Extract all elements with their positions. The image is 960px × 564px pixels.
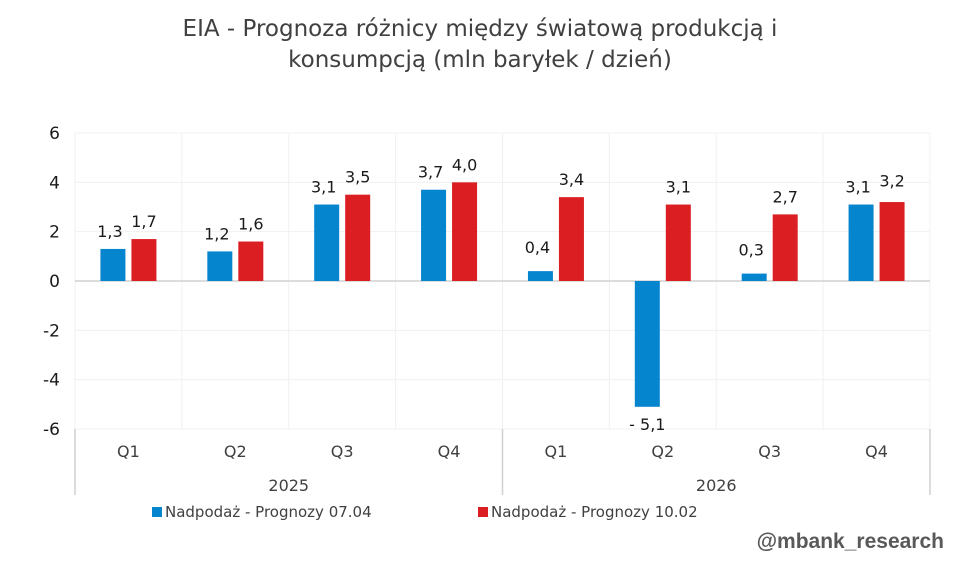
data-label: 1,7 — [131, 212, 156, 231]
data-label: 1,6 — [238, 215, 263, 234]
x-tick-label: Q2 — [651, 442, 674, 461]
y-tick-label: 4 — [49, 173, 60, 193]
bar-series-1 — [421, 189, 447, 281]
legend-item-series-2: Nadpodaż - Prognozy 10.02 — [478, 503, 698, 521]
legend-swatch-series-2 — [478, 507, 488, 517]
bar-series-1 — [100, 248, 126, 281]
x-tick-label: Q3 — [331, 442, 354, 461]
y-tick-label: -2 — [43, 321, 60, 341]
data-label: 3,1 — [845, 178, 870, 197]
chart-title-line-1: EIA - Prognoza różnicy między światową p… — [182, 16, 778, 42]
data-label: - 5,1 — [629, 415, 665, 434]
data-label: 3,2 — [879, 172, 904, 191]
x-group-label: 2025 — [268, 476, 309, 495]
bar-series-1 — [527, 271, 553, 281]
legend-label-series-2: Nadpodaż - Prognozy 10.02 — [491, 503, 698, 521]
x-tick-label: Q4 — [865, 442, 888, 461]
legend-swatch-series-1 — [152, 507, 162, 517]
data-label: 3,5 — [345, 168, 370, 187]
legend-label-series-1: Nadpodaż - Prognozy 07.04 — [165, 503, 372, 521]
bar-series-2 — [665, 204, 691, 281]
data-label: 3,1 — [666, 178, 691, 197]
data-label: 0,4 — [525, 238, 550, 257]
y-tick-label: 0 — [49, 272, 60, 292]
bar-series-2 — [879, 202, 905, 281]
data-label: 4,0 — [452, 155, 477, 174]
x-tick-label: Q2 — [224, 442, 247, 461]
bar-series-1 — [741, 273, 767, 281]
bar-series-1 — [634, 281, 660, 407]
data-label: 2,7 — [772, 187, 797, 206]
data-label: 1,3 — [97, 222, 122, 241]
y-tick-label: -6 — [43, 420, 60, 440]
x-tick-label: Q3 — [758, 442, 781, 461]
watermark: @mbank_research — [756, 530, 944, 553]
data-label: 1,2 — [204, 224, 229, 243]
bar-series-1 — [207, 251, 233, 281]
bar-series-2 — [345, 194, 371, 281]
legend-item-series-1: Nadpodaż - Prognozy 07.04 — [152, 503, 372, 521]
data-label: 3,4 — [559, 170, 584, 189]
x-tick-label: Q4 — [438, 442, 461, 461]
data-label: 3,7 — [418, 163, 443, 182]
bar-series-1 — [848, 204, 874, 281]
bar-series-2 — [238, 241, 264, 281]
bar-series-2 — [772, 214, 798, 281]
bar-series-1 — [314, 204, 340, 281]
data-label: 0,3 — [738, 241, 763, 260]
y-tick-label: 6 — [49, 124, 60, 144]
x-tick-label: Q1 — [117, 442, 140, 461]
bar-series-2 — [131, 239, 157, 281]
y-tick-label: 2 — [49, 223, 60, 243]
chart-title-line-2: konsumpcją (mln baryłek / dzień) — [288, 47, 672, 73]
x-tick-label: Q1 — [545, 442, 568, 461]
chart-title: EIA - Prognoza różnicy między światową p… — [0, 14, 960, 76]
y-tick-label: -4 — [43, 371, 60, 391]
data-label: 3,1 — [311, 178, 336, 197]
x-group-label: 2026 — [696, 476, 737, 495]
bar-series-2 — [452, 182, 478, 281]
bar-series-2 — [558, 197, 584, 281]
